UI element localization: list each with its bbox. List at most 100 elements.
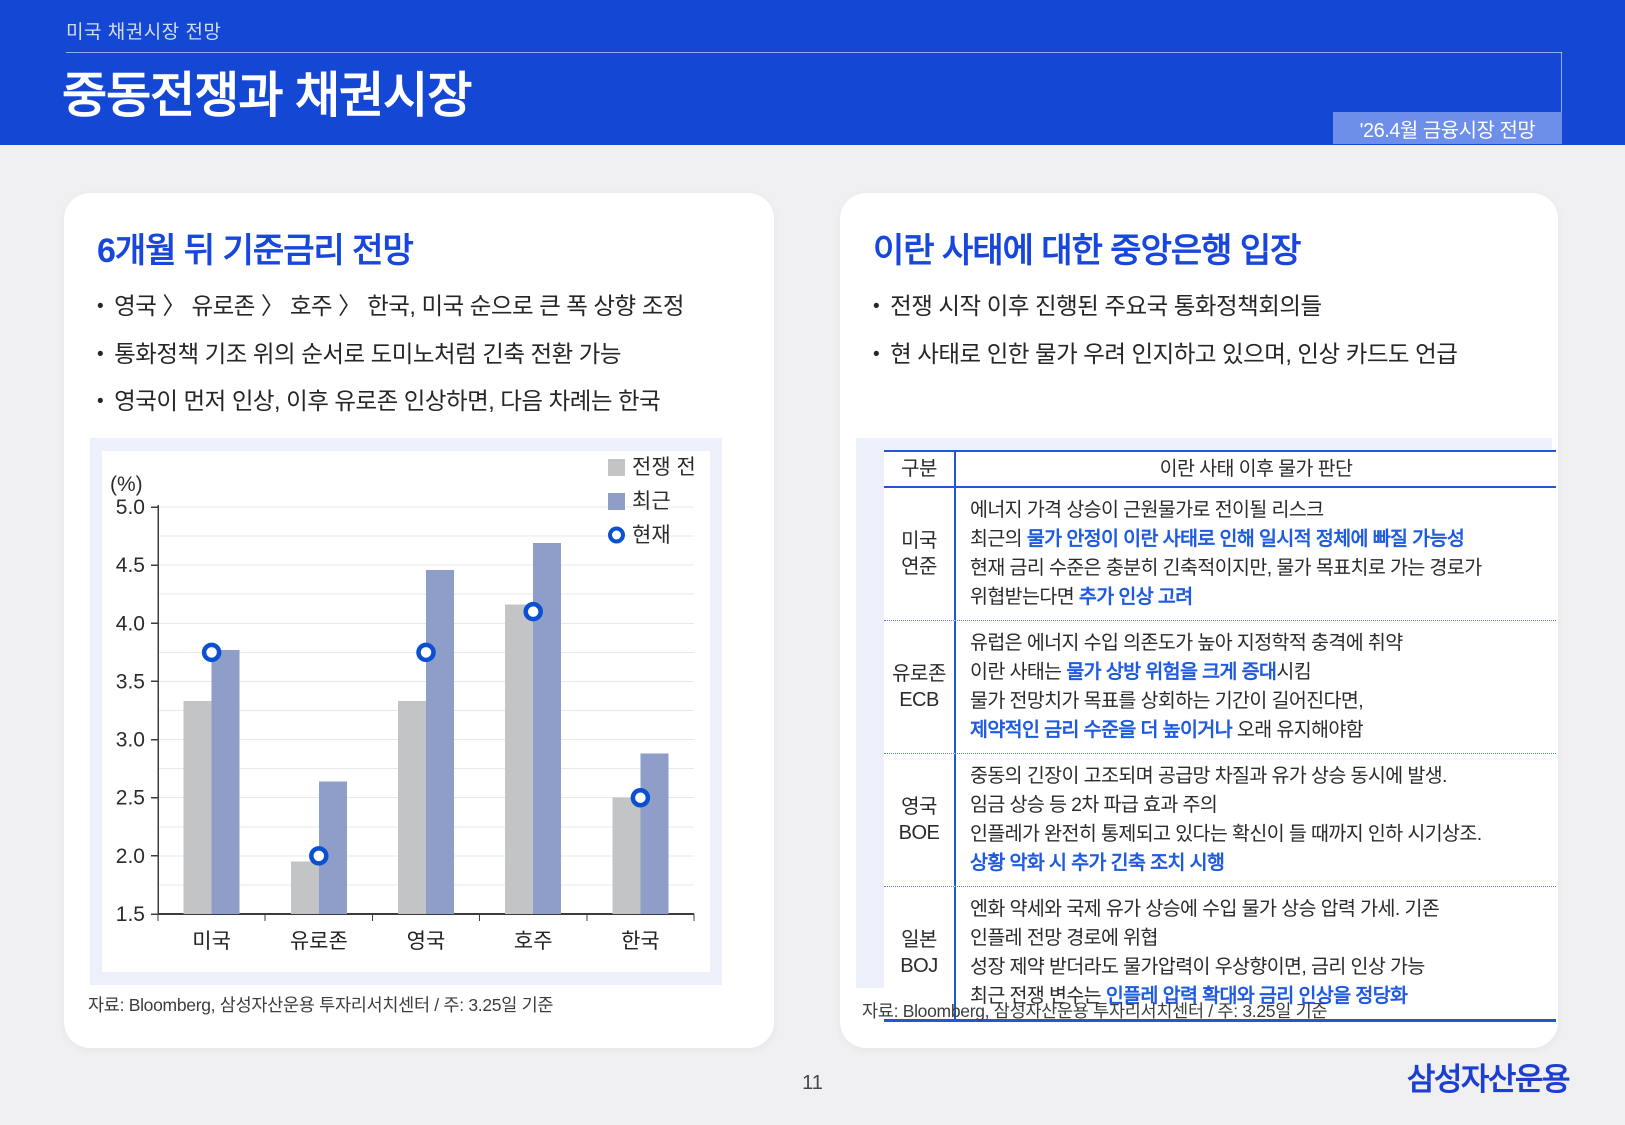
plain-text: 최근 전쟁 변수는 [970, 985, 1106, 1007]
rate-outlook-card: 6개월 뒤 기준금리 전망 • 영국 〉 유로존 〉 호주 〉 한국, 미국 순으… [64, 193, 774, 1048]
header-corner-line [1561, 52, 1562, 113]
table-row-label-line: 미국 [901, 529, 937, 552]
edition-badge: '26.4월 금융시장 전망 [1333, 112, 1562, 144]
left-source-note: 자료: Bloomberg, 삼성자산운용 투자리서치센터 / 주: 3.25일… [88, 995, 554, 1015]
plain-text: 위협받는다면 [970, 586, 1079, 608]
table-content-line: 물가 전망치가 목표를 상회하는 기간이 길어진다면, [970, 687, 1548, 716]
table-content-line: 성장 제약 받더라도 물가압력이 우상향이면, 금리 인상 가능 [970, 953, 1548, 982]
table-row-label: 유로존 ECB [884, 621, 954, 753]
table-content-line: 이란 사태는 물가 상방 위험을 크게 증대시킴 [970, 658, 1548, 687]
bullet-text: 영국 〉 유로존 〉 호주 〉 한국, 미국 순으로 큰 폭 상향 조정 [114, 293, 684, 319]
highlighted-text: 인플레 압력 확대와 금리 인상을 정당화 [1105, 985, 1408, 1007]
bullet-item: • 통화정책 기조 위의 순서로 도미노처럼 긴축 전환 가능 [97, 340, 750, 369]
table-header-col-content: 이란 사태 이후 물가 판단 [954, 452, 1556, 486]
svg-text:최근: 최근 [632, 490, 671, 513]
table-content-line: 상황 악화 시 추가 긴축 조치 시행 [970, 849, 1548, 878]
plain-text: 물가 전망치가 목표를 상회하는 기간이 길어진다면, [970, 690, 1364, 712]
svg-text:영국: 영국 [407, 930, 446, 953]
right-card-title: 이란 사태에 대한 중앙은행 입장 [873, 232, 1301, 270]
plain-text: 중동의 긴장이 고조되며 공급망 차질과 유가 상승 동시에 발생. [970, 765, 1447, 787]
central-bank-card: 이란 사태에 대한 중앙은행 입장 • 전쟁 시작 이후 진행된 주요국 통화정책… [840, 193, 1558, 1048]
section-kicker: 미국 채권시장 전망 [66, 22, 222, 43]
table-row-label-line: BOE [898, 822, 940, 844]
svg-text:4.5: 4.5 [116, 554, 145, 577]
table-panel: 구분 이란 사태 이후 물가 판단 미국 연준 에너지 가격 상승이 근원물가로 전이될… [856, 438, 1556, 1022]
table-row-label: 일본 BOJ [884, 887, 954, 1019]
bullet-item: • 영국이 먼저 인상, 이후 유로존 인상하면, 다음 차례는 한국 [97, 387, 750, 416]
table-content-line: 최근의 물가 안정이 이란 사태로 인해 일시적 정체에 빠질 가능성 [970, 525, 1548, 554]
right-source-note: 자료: Bloomberg, 삼성자산운용 투자리서치센터 / 주: 3.25일… [862, 1001, 1328, 1021]
svg-text:4.0: 4.0 [116, 612, 145, 635]
svg-text:전쟁 전: 전쟁 전 [632, 456, 696, 479]
central-bank-table: 구분 이란 사태 이후 물가 판단 미국 연준 에너지 가격 상승이 근원물가로 전이될… [884, 450, 1556, 1022]
plain-text: 에너지 가격 상승이 근원물가로 전이될 리스크 [970, 499, 1324, 521]
bullet-text: 전쟁 시작 이후 진행된 주요국 통화정책회의들 [890, 293, 1322, 319]
svg-text:유로존: 유로존 [290, 930, 348, 953]
svg-text:현재: 현재 [632, 524, 671, 547]
svg-text:1.5: 1.5 [116, 903, 145, 926]
table-row-label-line: 연준 [901, 556, 937, 578]
left-card-title: 6개월 뒤 기준금리 전망 [97, 232, 414, 270]
bullet-item: • 영국 〉 유로존 〉 호주 〉 한국, 미국 순으로 큰 폭 상향 조정 [97, 292, 750, 321]
svg-text:3.5: 3.5 [116, 670, 145, 693]
slide-header: 미국 채권시장 전망 중동전쟁과 채권시장 '26.4월 금융시장 전망 [0, 0, 1625, 145]
bullet-item: • 현 사태로 인한 물가 우려 인지하고 있으며, 인상 카드도 언급 [873, 340, 1534, 369]
table-header-row: 구분 이란 사태 이후 물가 판단 [884, 450, 1556, 488]
chart-panel: 1.5 2.0 2.5 3.0 3.5 4.0 4.5 5.0 미국 유로존 영국 호주 한국 (%) 전쟁… [90, 438, 722, 985]
table-header-col-label: 구분 [901, 457, 937, 480]
highlighted-text: 제약적인 금리 수준을 더 높이거나 [970, 719, 1233, 741]
table-content-line: 인플레 전망 경로에 위협 [970, 924, 1548, 953]
table-row-label-line: 일본 [901, 928, 937, 951]
plain-text: 최근의 [970, 528, 1027, 550]
plain-text: 성장 제약 받더라도 물가압력이 우상향이면, 금리 인상 가능 [970, 956, 1425, 978]
table-content-line: 임금 상승 등 2차 파급 효과 주의 [970, 791, 1548, 820]
highlighted-text: 물가 안정이 이란 사태로 인해 일시적 정체에 빠질 가능성 [1026, 528, 1465, 550]
bullet-dot: • [873, 343, 880, 365]
rate-chart-svg: 1.5 2.0 2.5 3.0 3.5 4.0 4.5 5.0 미국 유로존 영국 호주 한국 (%) 전쟁… [110, 456, 696, 953]
bullet-dot: • [97, 391, 104, 413]
bullet-text: 영국이 먼저 인상, 이후 유로존 인상하면, 다음 차례는 한국 [114, 388, 661, 415]
svg-text:호주: 호주 [514, 930, 553, 953]
plain-text: 시킴 [1276, 661, 1312, 683]
highlighted-text: 추가 인상 고려 [1078, 586, 1193, 608]
svg-text:미국: 미국 [192, 930, 231, 953]
plain-text: 이란 사태는 [970, 661, 1067, 683]
table-row-label-line: 영국 [901, 795, 937, 818]
bullet-text: 통화정책 기조 위의 순서로 도미노처럼 긴축 전환 가능 [114, 340, 621, 367]
svg-text:한국: 한국 [621, 930, 660, 953]
plain-text: 엔화 약세와 국제 유가 상승에 수입 물가 상승 압력 가세. 기존 [970, 898, 1440, 920]
page-number: 11 [802, 1072, 823, 1094]
table-content-line: 현재 금리 수준은 충분히 긴축적이지만, 물가 목표치로 가는 경로가 [970, 554, 1548, 583]
table-row: 일본 BOJ 엔화 약세와 국제 유가 상승에 수입 물가 상승 압력 가세. 기존… [884, 886, 1556, 1019]
table-row-label: 영국 BOE [884, 754, 954, 886]
table-row-label-line: ECB [899, 689, 939, 711]
table-row-label-line: 유로존 [892, 662, 946, 685]
svg-text:(%): (%) [110, 473, 143, 496]
table-content-line: 유럽은 에너지 수입 의존도가 높아 지정학적 충격에 취약 [970, 629, 1548, 658]
rate-chart: 1.5 2.0 2.5 3.0 3.5 4.0 4.5 5.0 미국 유로존 영국 호주 한국 (%) 전쟁… [102, 451, 710, 972]
company-logo: 삼성자산운용 [1406, 1062, 1571, 1097]
bullet-item: • 전쟁 시작 이후 진행된 주요국 통화정책회의들 [873, 292, 1534, 321]
plain-text: 유럽은 에너지 수입 의존도가 높아 지정학적 충격에 취약 [970, 632, 1403, 654]
table-content-line: 최근 전쟁 변수는 인플레 압력 확대와 금리 인상을 정당화 [970, 982, 1548, 1011]
table-content-line: 중동의 긴장이 고조되며 공급망 차질과 유가 상승 동시에 발생. [970, 762, 1548, 791]
plain-text: 인플레 전망 경로에 위협 [970, 927, 1158, 949]
table-row-label-line: BOJ [900, 955, 938, 977]
right-card-bullet-list: • 전쟁 시작 이후 진행된 주요국 통화정책회의들 • 현 사태로 인한 물가 우려… [840, 292, 1558, 368]
highlighted-text: 상황 악화 시 추가 긴축 조치 시행 [970, 852, 1225, 874]
bullet-text: 현 사태로 인한 물가 우려 인지하고 있으며, 인상 카드도 언급 [890, 340, 1458, 367]
table-content-line: 인플레가 완전히 통제되고 있다는 확신이 들 때까지 인하 시기상조. [970, 820, 1548, 849]
slide-title: 중동전쟁과 채권시장 [62, 69, 472, 123]
plain-text: 현재 금리 수준은 충분히 긴축적이지만, 물가 목표치로 가는 경로가 [970, 557, 1482, 579]
table-content-line: 에너지 가격 상승이 근원물가로 전이될 리스크 [970, 496, 1548, 525]
svg-text:2.5: 2.5 [116, 787, 145, 810]
highlighted-text: 물가 상방 위험을 크게 증대 [1066, 661, 1277, 683]
plain-text: 임금 상승 등 2차 파급 효과 주의 [970, 794, 1218, 816]
svg-text:5.0: 5.0 [116, 496, 145, 519]
table-content-line: 제약적인 금리 수준을 더 높이거나 오래 유지해야함 [970, 716, 1548, 745]
